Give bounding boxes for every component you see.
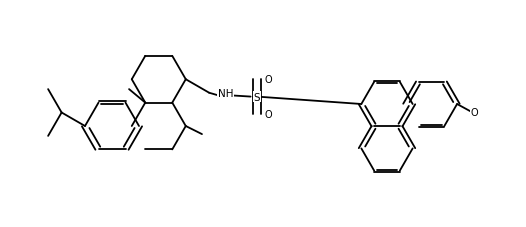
Text: O: O [470, 107, 478, 117]
Text: S: S [254, 92, 260, 102]
Text: O: O [265, 75, 272, 85]
Text: O: O [265, 109, 272, 119]
Text: NH: NH [218, 89, 233, 99]
